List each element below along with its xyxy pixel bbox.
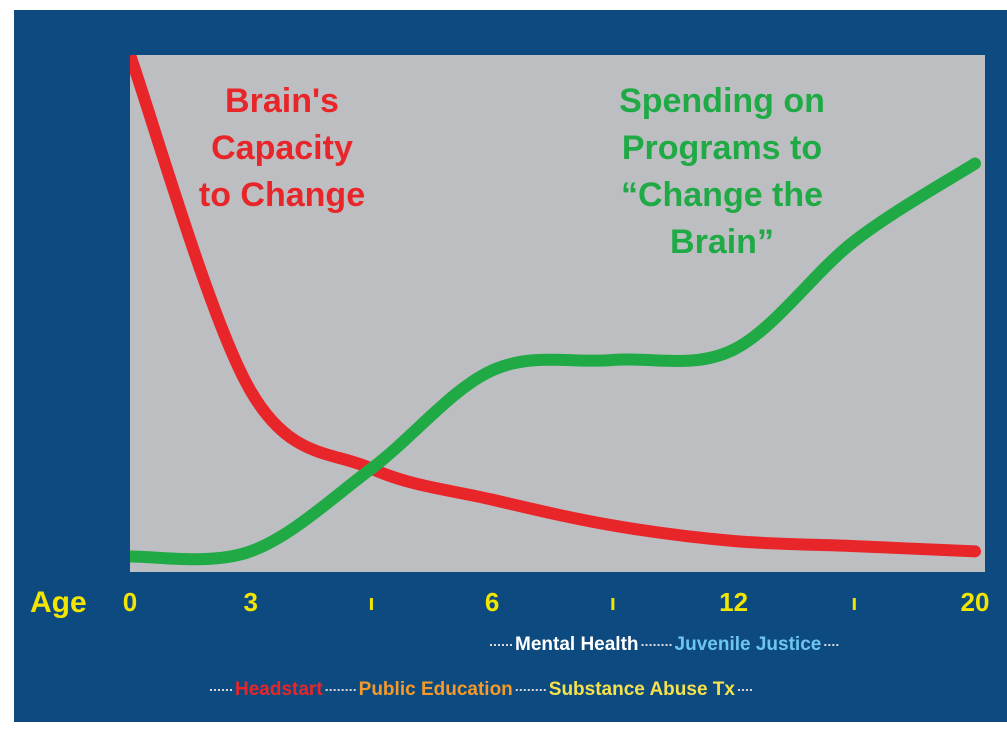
program-label: Headstart — [235, 679, 323, 700]
line — [130, 157, 981, 566]
program-label: Juvenile Justice — [675, 634, 822, 655]
annotation: Spending on — [619, 82, 825, 120]
annotation: to Change — [199, 176, 365, 214]
annotation: “Change the — [621, 176, 823, 214]
program-label: Mental Health — [515, 634, 639, 655]
program-label: Public Education — [359, 679, 513, 700]
x-tick-label: 6 — [485, 587, 499, 617]
line — [130, 55, 981, 558]
x-tick-label: 3 — [243, 587, 257, 617]
annotation: Brain” — [670, 223, 774, 261]
plot-area — [130, 55, 985, 572]
x-tick-label: 0 — [123, 587, 137, 617]
annotation: Programs to — [622, 129, 822, 167]
annotation: Brain's — [225, 82, 339, 120]
x-tick-label: 20 — [961, 587, 990, 617]
annotation: Capacity — [211, 129, 353, 167]
program-label: Substance Abuse Tx — [549, 679, 736, 700]
x-tick-label: 12 — [719, 587, 748, 617]
lines — [130, 55, 981, 566]
x-axis-label: Age — [30, 586, 87, 619]
